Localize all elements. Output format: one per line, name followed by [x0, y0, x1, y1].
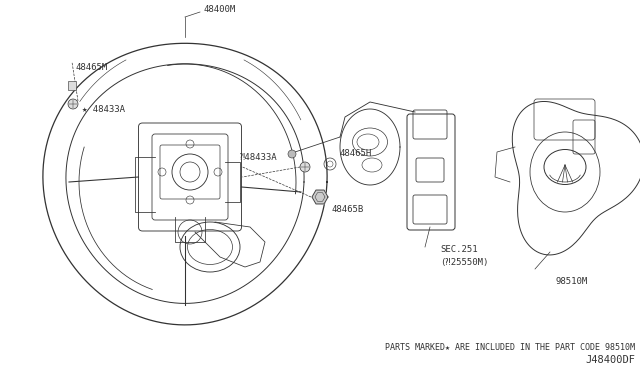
Text: ⁈48433A: ⁈48433A — [239, 153, 277, 161]
Text: (⁈25550M): (⁈25550M) — [440, 257, 488, 266]
Text: 48465M: 48465M — [75, 64, 108, 73]
Text: PARTS MARKED★ ARE INCLUDED IN THE PART CODE 98510M: PARTS MARKED★ ARE INCLUDED IN THE PART C… — [385, 343, 635, 352]
Circle shape — [300, 162, 310, 172]
Text: 48465B: 48465B — [332, 205, 364, 214]
Text: SEC.251: SEC.251 — [440, 246, 477, 254]
Circle shape — [288, 150, 296, 158]
Text: 98510M: 98510M — [555, 278, 588, 286]
Text: ★ 48433A: ★ 48433A — [82, 105, 125, 113]
Text: 48465H: 48465H — [340, 150, 372, 158]
Text: 48400M: 48400M — [203, 4, 236, 13]
Polygon shape — [312, 190, 328, 204]
Bar — [68, 81, 76, 90]
Circle shape — [68, 99, 78, 109]
Text: J48400DF: J48400DF — [585, 355, 635, 365]
